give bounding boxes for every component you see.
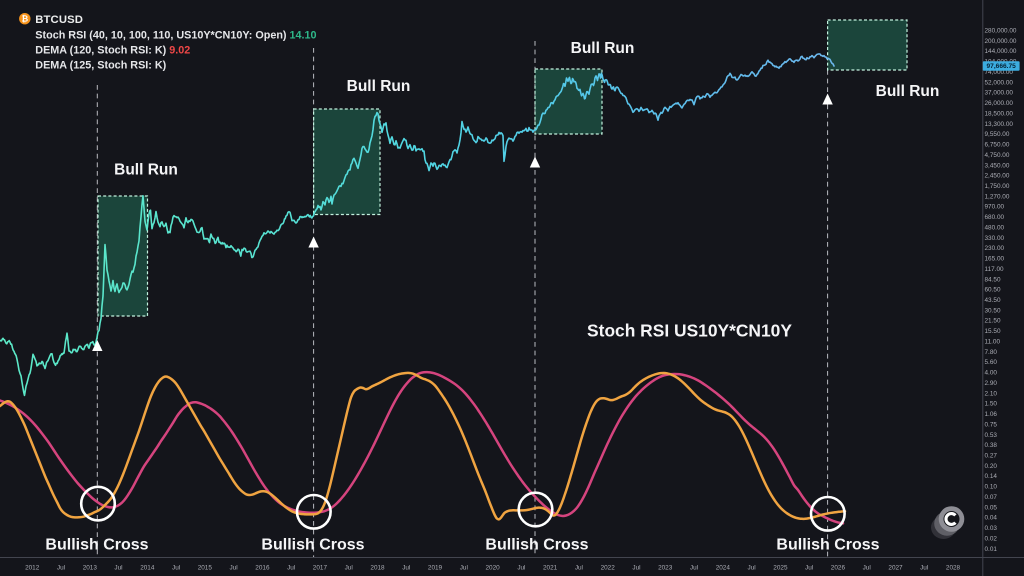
svg-text:Stoch RSI US10Y*CN10Y: Stoch RSI US10Y*CN10Y <box>587 321 792 341</box>
svg-text:7.80: 7.80 <box>985 349 998 356</box>
svg-text:680.00: 680.00 <box>985 214 1005 221</box>
svg-text:2013: 2013 <box>83 564 98 571</box>
svg-text:0.20: 0.20 <box>985 463 998 470</box>
svg-text:6,750.00: 6,750.00 <box>985 142 1010 149</box>
svg-text:2014: 2014 <box>140 564 155 571</box>
svg-text:480.00: 480.00 <box>985 225 1005 232</box>
svg-text:2022: 2022 <box>601 564 616 571</box>
svg-text:2012: 2012 <box>25 564 40 571</box>
svg-text:2027: 2027 <box>888 564 903 571</box>
svg-text:2017: 2017 <box>313 564 328 571</box>
svg-text:18,500.00: 18,500.00 <box>985 110 1014 117</box>
svg-text:15.50: 15.50 <box>985 328 1001 335</box>
svg-text:0.14: 0.14 <box>985 473 998 480</box>
svg-text:Jul: Jul <box>748 564 756 571</box>
svg-text:97,666.75: 97,666.75 <box>987 63 1017 70</box>
svg-text:Bull Run: Bull Run <box>114 162 178 179</box>
svg-text:5.60: 5.60 <box>985 359 998 366</box>
svg-text:2016: 2016 <box>255 564 270 571</box>
svg-text:Jul: Jul <box>287 564 295 571</box>
svg-text:52,000.00: 52,000.00 <box>985 79 1014 86</box>
svg-text:Bullish Cross: Bullish Cross <box>45 537 148 554</box>
svg-text:21.50: 21.50 <box>985 318 1001 325</box>
svg-text:Jul: Jul <box>402 564 410 571</box>
svg-text:DEMA (120, Stoch RSI: K) 9.02: DEMA (120, Stoch RSI: K) 9.02 <box>35 44 190 56</box>
svg-text:43.50: 43.50 <box>985 297 1001 304</box>
svg-text:165.00: 165.00 <box>985 256 1005 263</box>
svg-text:2015: 2015 <box>198 564 213 571</box>
svg-text:0.10: 0.10 <box>985 484 998 491</box>
svg-text:Jul: Jul <box>805 564 813 571</box>
svg-text:0.05: 0.05 <box>985 504 998 511</box>
svg-text:2023: 2023 <box>658 564 673 571</box>
svg-text:Jul: Jul <box>345 564 353 571</box>
svg-text:2028: 2028 <box>946 564 961 571</box>
svg-text:26,000.00: 26,000.00 <box>985 100 1014 107</box>
svg-text:0.07: 0.07 <box>985 494 998 501</box>
svg-text:2,450.00: 2,450.00 <box>985 173 1010 180</box>
svg-text:117.00: 117.00 <box>985 266 1005 273</box>
svg-text:3,450.00: 3,450.00 <box>985 162 1010 169</box>
svg-text:Bullish Cross: Bullish Cross <box>485 537 588 554</box>
svg-text:Bull Run: Bull Run <box>571 40 635 57</box>
svg-text:60.50: 60.50 <box>985 287 1001 294</box>
svg-text:4,750.00: 4,750.00 <box>985 152 1010 159</box>
svg-text:Bull Run: Bull Run <box>347 78 411 95</box>
svg-text:0.27: 0.27 <box>985 453 998 460</box>
svg-text:1.06: 1.06 <box>985 411 998 418</box>
svg-text:Jul: Jul <box>632 564 640 571</box>
svg-text:0.38: 0.38 <box>985 442 998 449</box>
svg-text:1,270.00: 1,270.00 <box>985 193 1010 200</box>
svg-text:BTCUSD: BTCUSD <box>35 14 83 26</box>
svg-text:9,550.00: 9,550.00 <box>985 131 1010 138</box>
svg-text:970.00: 970.00 <box>985 204 1005 211</box>
svg-text:84.50: 84.50 <box>985 276 1001 283</box>
svg-text:Jul: Jul <box>690 564 698 571</box>
svg-text:Jul: Jul <box>57 564 65 571</box>
svg-text:Jul: Jul <box>575 564 583 571</box>
svg-text:2026: 2026 <box>831 564 846 571</box>
svg-text:Jul: Jul <box>517 564 525 571</box>
svg-text:74,000.00: 74,000.00 <box>985 69 1014 76</box>
svg-text:1,750.00: 1,750.00 <box>985 183 1010 190</box>
svg-text:2.90: 2.90 <box>985 380 998 387</box>
svg-text:200,000.00: 200,000.00 <box>985 38 1017 45</box>
svg-text:₿: ₿ <box>22 14 29 24</box>
svg-text:2021: 2021 <box>543 564 558 571</box>
svg-text:0.75: 0.75 <box>985 421 998 428</box>
svg-text:Bullish Cross: Bullish Cross <box>776 537 879 554</box>
svg-text:0.03: 0.03 <box>985 525 998 532</box>
svg-text:Stoch RSI (40, 10, 100, 110, U: Stoch RSI (40, 10, 100, 110, US10Y*CN10Y… <box>35 29 316 41</box>
svg-text:13,300.00: 13,300.00 <box>985 121 1014 128</box>
svg-text:Jul: Jul <box>920 564 928 571</box>
svg-text:Jul: Jul <box>460 564 468 571</box>
svg-text:30.50: 30.50 <box>985 307 1001 314</box>
svg-text:11.00: 11.00 <box>985 339 1001 346</box>
svg-text:0.01: 0.01 <box>985 546 998 553</box>
svg-text:144,000.00: 144,000.00 <box>985 48 1017 55</box>
svg-text:Bullish Cross: Bullish Cross <box>261 537 364 554</box>
svg-text:Jul: Jul <box>863 564 871 571</box>
svg-text:DEMA (125, Stoch RSI: K): DEMA (125, Stoch RSI: K) <box>35 59 166 71</box>
svg-text:230.00: 230.00 <box>985 245 1005 252</box>
svg-text:2025: 2025 <box>773 564 788 571</box>
svg-text:0.53: 0.53 <box>985 432 998 439</box>
svg-text:2024: 2024 <box>716 564 731 571</box>
svg-text:0.04: 0.04 <box>985 515 998 522</box>
svg-text:2018: 2018 <box>370 564 385 571</box>
svg-text:2019: 2019 <box>428 564 443 571</box>
svg-text:330.00: 330.00 <box>985 235 1005 242</box>
svg-text:Jul: Jul <box>172 564 180 571</box>
svg-text:280,000.00: 280,000.00 <box>985 28 1017 35</box>
svg-text:37,000.00: 37,000.00 <box>985 90 1014 97</box>
svg-text:Bull Run: Bull Run <box>876 83 940 100</box>
svg-text:4.00: 4.00 <box>985 370 998 377</box>
svg-text:2020: 2020 <box>485 564 500 571</box>
svg-text:Jul: Jul <box>114 564 122 571</box>
svg-text:0.02: 0.02 <box>985 535 998 542</box>
svg-text:1.50: 1.50 <box>985 401 998 408</box>
svg-text:2.10: 2.10 <box>985 390 998 397</box>
svg-text:Jul: Jul <box>230 564 238 571</box>
